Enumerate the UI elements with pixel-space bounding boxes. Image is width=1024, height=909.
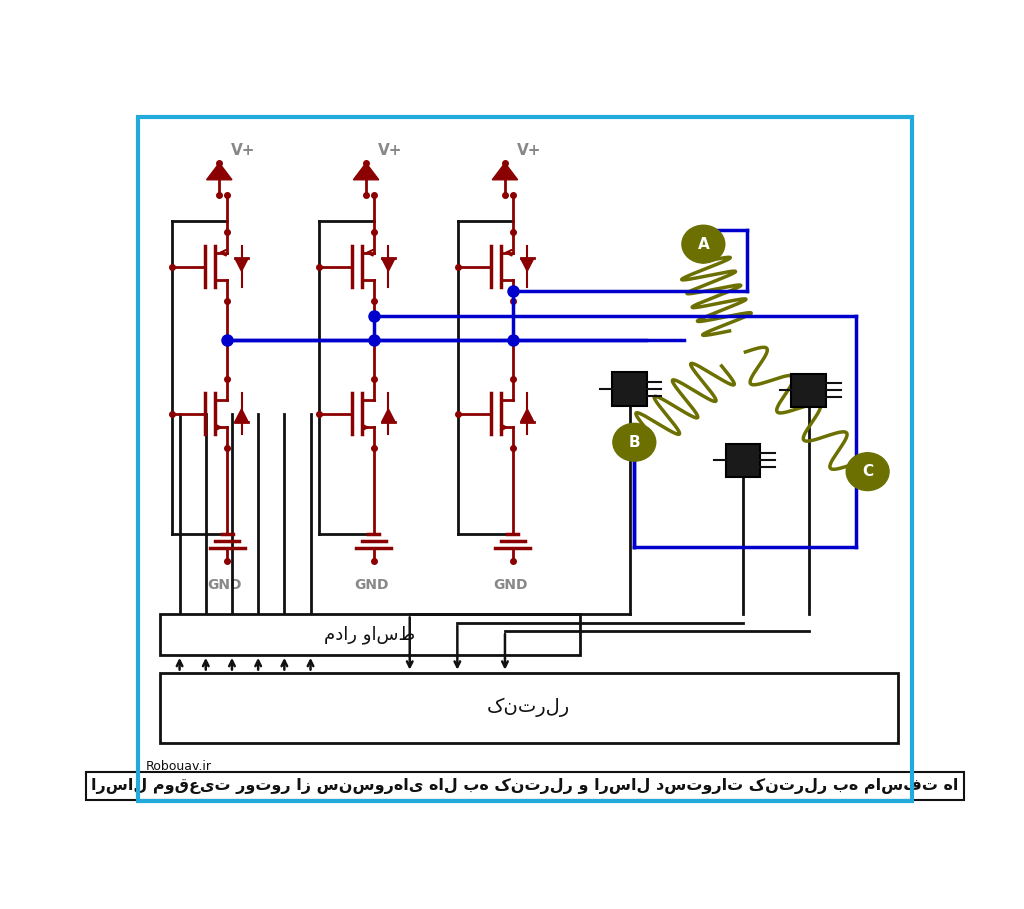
- Text: A: A: [697, 236, 710, 252]
- Bar: [612, 373, 647, 405]
- Polygon shape: [493, 163, 518, 180]
- Text: GND: GND: [493, 577, 527, 592]
- Polygon shape: [520, 409, 534, 422]
- Bar: [160, 673, 898, 743]
- Text: مدار واسط: مدار واسط: [325, 625, 416, 644]
- Bar: [160, 614, 581, 655]
- Text: V+: V+: [378, 143, 402, 158]
- Bar: [726, 444, 761, 477]
- Polygon shape: [234, 258, 248, 271]
- Polygon shape: [353, 163, 379, 180]
- Polygon shape: [234, 409, 248, 422]
- Text: V+: V+: [517, 143, 542, 158]
- Bar: [792, 374, 826, 407]
- Text: ارسال موقعیت روتور از سنسورهای هال به کنترلر و ارسال دستورات کنترلر به ماسفت ها: ارسال موقعیت روتور از سنسورهای هال به کن…: [91, 778, 958, 794]
- Polygon shape: [520, 258, 534, 271]
- Text: C: C: [862, 464, 873, 479]
- Polygon shape: [382, 258, 395, 271]
- Text: کنترلر: کنترلر: [487, 698, 570, 717]
- Text: GND: GND: [207, 577, 242, 592]
- Polygon shape: [382, 409, 395, 422]
- Polygon shape: [207, 163, 232, 180]
- Text: GND: GND: [354, 577, 388, 592]
- Circle shape: [846, 453, 889, 491]
- Circle shape: [682, 225, 725, 263]
- Text: B: B: [629, 435, 640, 450]
- Circle shape: [613, 424, 655, 461]
- Text: Robouav.ir: Robouav.ir: [145, 760, 212, 773]
- Text: V+: V+: [231, 143, 256, 158]
